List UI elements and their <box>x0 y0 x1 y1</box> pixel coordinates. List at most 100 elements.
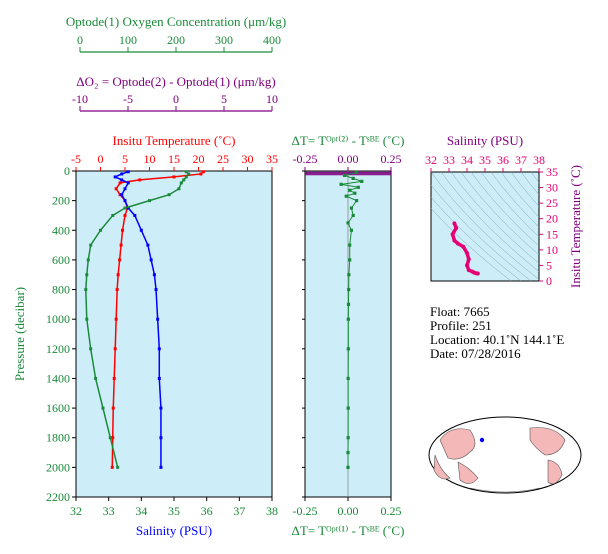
oxygen-point <box>108 436 112 440</box>
density-contour <box>500 172 539 218</box>
salinity-tick-label: 35 <box>168 504 180 518</box>
world-map <box>428 416 582 494</box>
oxygen-point <box>167 193 171 197</box>
ts-temp-tick-label: 0 <box>546 274 552 288</box>
temperature-point <box>123 213 127 217</box>
pressure-tick-label: 1000 <box>46 312 70 326</box>
salinity-point <box>123 187 127 191</box>
map-land-north-america <box>529 427 566 456</box>
oxygen-point <box>177 187 181 191</box>
pressure-tick-label: 2200 <box>46 490 70 504</box>
density-contour <box>431 208 512 281</box>
pressure-tick-label: 1600 <box>46 401 70 415</box>
oxygen-point <box>99 228 102 232</box>
density-contour <box>450 172 539 264</box>
temperature-point <box>113 347 117 351</box>
delta-o2-tick-label: -5 <box>123 92 133 106</box>
temperature-point <box>118 258 122 262</box>
ts-salinity-label: Salinity (PSU) <box>447 133 523 148</box>
oxygen-point <box>89 347 93 351</box>
salinity-point <box>126 181 130 185</box>
oxygen-point <box>86 258 90 262</box>
temperature-tick-label: 35 <box>266 152 278 166</box>
pressure-tick-label: 600 <box>52 253 70 267</box>
density-contour <box>520 172 539 196</box>
oxygen-point <box>123 206 127 210</box>
ts-salinity-tick-label: 34 <box>461 153 473 167</box>
density-contour <box>490 172 539 228</box>
temperature-point <box>110 465 114 469</box>
main-panel: Insitu Temperature (˚C)-5 0 5 10 15 20 25 30 353… <box>12 133 278 538</box>
top-axes: Optode(1) Oxygen Concentration (μm/kg) 0 1… <box>66 14 286 112</box>
dt-bottom-label: ΔT= Tᴼᵖᵗ⁽¹⁾ - Tˢᴮᴱ (˚C) <box>292 523 405 538</box>
oxygen-point <box>184 170 188 174</box>
temperature-tick-label: 30 <box>242 152 254 166</box>
salinity-point <box>157 347 161 351</box>
info-location: Location: 40.1˚N 144.1˚E <box>430 332 564 347</box>
salinity-point <box>154 288 158 292</box>
salinity-point <box>126 170 130 174</box>
dt-bottom-tick-label: 0.00 <box>338 504 359 518</box>
oxygen-point <box>148 199 151 203</box>
temperature-point <box>172 175 176 179</box>
salinity-point <box>120 193 124 197</box>
salinity-tick-label: 34 <box>135 504 147 518</box>
map-land-south-america <box>547 459 563 485</box>
map-land-australia <box>457 461 479 484</box>
temperature-point <box>121 228 125 232</box>
info-date: Date: 07/28/2016 <box>430 346 521 361</box>
oxygen-point <box>101 406 105 410</box>
oxygen-point <box>184 175 188 179</box>
ts-point <box>454 226 459 231</box>
temperature-point <box>199 172 203 176</box>
density-contour <box>440 172 539 272</box>
dt-top-tick-label: 0.25 <box>381 152 402 166</box>
ts-point <box>465 263 469 268</box>
temperature-tick-label: 5 <box>122 152 128 166</box>
pressure-axis-label: Pressure (decibar) <box>12 287 27 381</box>
salinity-point <box>156 317 160 321</box>
salinity-point <box>159 406 163 410</box>
map-land-africa <box>433 454 451 480</box>
oxygen-point <box>89 243 93 247</box>
temperature-tick-label: 25 <box>217 152 229 166</box>
oxygen-label: Optode(1) Oxygen Concentration (μm/kg) <box>66 14 286 29</box>
salinity-point <box>120 178 124 182</box>
salinity-point <box>146 243 150 247</box>
ts-temp-tick-label: 35 <box>546 165 558 179</box>
density-contour <box>431 172 539 280</box>
oxygen-point <box>94 376 98 380</box>
ts-point <box>465 250 469 255</box>
delta-o2-tick-label: 0 <box>173 92 179 106</box>
dt-top-tick-label: -0.25 <box>293 152 318 166</box>
salinity-point <box>123 199 127 203</box>
main-plot-area <box>75 170 273 498</box>
temperature-point <box>118 193 122 197</box>
ts-temp-tick-label: 5 <box>546 258 552 272</box>
density-contour <box>510 172 539 207</box>
ts-temp-label: Insitu Temperature (˚C) <box>568 165 583 288</box>
salinity-point <box>159 465 163 469</box>
salinity-point <box>149 258 153 262</box>
salinity-point <box>159 436 163 440</box>
oxygen-point <box>85 317 89 321</box>
oxygen-tick-label: 100 <box>119 33 137 47</box>
salinity-point <box>152 273 156 277</box>
ts-temp-tick-label: 20 <box>546 212 558 226</box>
temperature-tick-label: 15 <box>168 152 180 166</box>
salinity-point <box>157 376 161 380</box>
salinity-point <box>120 172 124 176</box>
map-float-location <box>479 437 485 443</box>
ts-salinity-tick-label: 36 <box>497 153 509 167</box>
delta-o2-tick-label: 10 <box>266 92 278 106</box>
oxygen-tick-label: 200 <box>167 33 185 47</box>
oxygen-point <box>111 213 115 217</box>
pressure-tick-label: 400 <box>52 223 70 237</box>
oxygen-tick-label: 400 <box>263 33 281 47</box>
ts-salinity-tick-label: 33 <box>443 153 455 167</box>
density-contour <box>431 196 522 281</box>
dt-top-label: ΔT= Tᴼᵖᵗ⁽²⁾ - Tˢᴮᴱ (˚C) <box>292 133 405 148</box>
